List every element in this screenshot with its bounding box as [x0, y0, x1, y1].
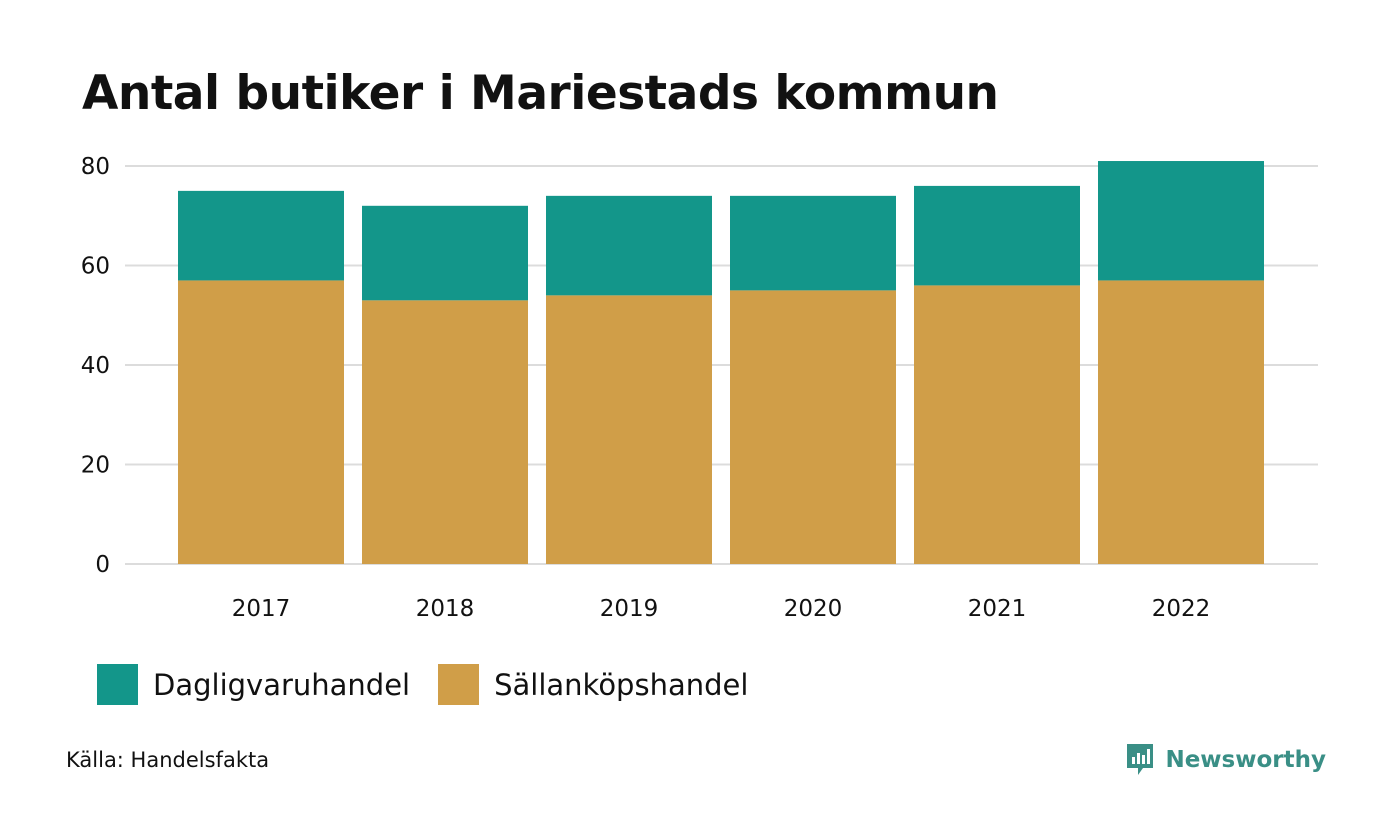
x-tick-label: 2017 [232, 596, 291, 622]
legend-swatch [438, 664, 480, 705]
bars [178, 161, 1264, 564]
legend-label: Dagligvaruhandel [153, 667, 411, 702]
x-tick-label: 2018 [416, 596, 475, 622]
x-tick-label: 2021 [968, 596, 1027, 622]
bar-dagligvaruhandel-2022 [1098, 161, 1264, 281]
legend: Dagligvaruhandel Sällanköpshandel [97, 664, 776, 705]
bar-dagligvaruhandel-2018 [362, 205, 528, 301]
stacked-bar-chart: 0 20 40 60 80 2017 2018 2019 2020 2021 2022 [81, 154, 1318, 622]
y-tick-label: 60 [81, 254, 110, 280]
y-axis-ticks: 0 20 40 60 80 [81, 154, 110, 578]
y-tick-label: 80 [81, 154, 110, 180]
source-note: Källa: Handelsfakta [66, 748, 270, 772]
bar-sällanköpshandel-2020 [730, 290, 896, 564]
x-tick-label: 2020 [784, 596, 843, 622]
x-axis-ticks: 2017 2018 2019 2020 2021 2022 [232, 596, 1211, 622]
legend-label: Sällanköpshandel [494, 667, 749, 702]
bar-dagligvaruhandel-2017 [178, 190, 344, 281]
y-tick-label: 40 [81, 353, 110, 379]
legend-swatch [97, 664, 138, 705]
bar-dagligvaruhandel-2019 [546, 195, 712, 296]
legend-item-dagligvaruhandel: Dagligvaruhandel [97, 664, 410, 705]
bar-sällanköpshandel-2022 [1098, 280, 1264, 564]
brand: Newsworthy [1125, 742, 1326, 778]
y-tick-label: 0 [95, 552, 110, 578]
brand-name: Newsworthy [1165, 747, 1326, 773]
y-tick-label: 20 [81, 453, 110, 479]
x-tick-label: 2019 [600, 596, 659, 622]
chart-title: Antal butiker i Mariestads kommun [82, 66, 999, 121]
bar-dagligvaruhandel-2020 [730, 195, 896, 291]
bar-sällanköpshandel-2021 [914, 285, 1080, 564]
bar-sällanköpshandel-2017 [178, 280, 344, 564]
bar-dagligvaruhandel-2021 [914, 185, 1080, 286]
bar-sällanköpshandel-2018 [362, 300, 528, 564]
bar-sällanköpshandel-2019 [546, 295, 712, 564]
legend-item-sallankopshandel: Sällanköpshandel [438, 664, 748, 705]
newsworthy-logo-icon [1127, 744, 1154, 775]
x-tick-label: 2022 [1152, 596, 1211, 622]
